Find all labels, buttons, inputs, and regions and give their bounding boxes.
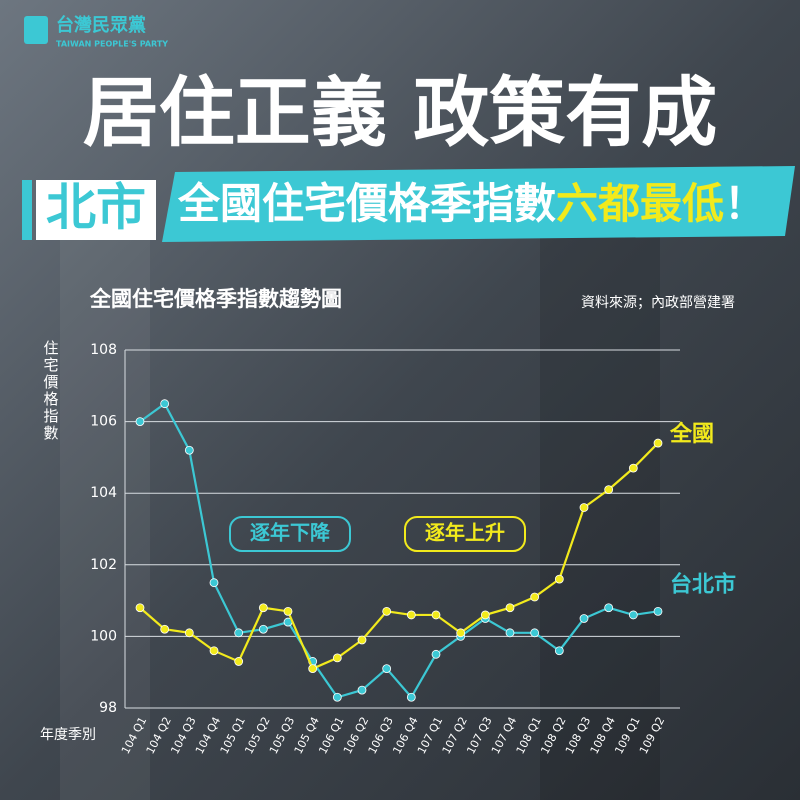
data-point [332,692,342,702]
data-point [530,628,540,638]
data-point [653,606,663,616]
banner: 全國住宅價格季指數六都最低！ [177,179,766,228]
annotation: 逐年上升 [425,521,505,545]
data-point [579,614,589,623]
x-axis-label: 年度季別 [40,727,96,743]
annotation-box [404,516,526,552]
data-point [160,399,170,409]
data-point [382,664,392,674]
data-point [431,610,441,620]
data-point [480,610,490,620]
logo-en: TAIWAN PEOPLE'S PARTY [56,40,168,49]
series-line [139,402,659,700]
banner-end: ！ [724,179,766,228]
data-point [357,635,367,645]
data-point [604,485,614,495]
y-tick-label: 102 [90,557,117,573]
data-point [234,657,244,666]
source: 資料來源；內政部營建署 [581,295,735,311]
tag: 北市 [46,179,146,237]
building-blur [60,240,150,800]
data-point [382,606,392,616]
annotation: 逐年下降 [250,521,331,545]
tag-bar [22,180,32,240]
y-axis-label: 住宅價格指數 [42,340,60,442]
data-point [160,624,170,634]
data-point [456,628,466,638]
data-point [234,628,244,638]
banner-highlight: 六都最低 [556,179,724,228]
y-tick-label: 98 [99,700,117,716]
data-point [554,574,564,584]
data-point [554,646,564,656]
y-tick-label: 104 [90,485,117,501]
building-blur [540,230,660,800]
logo-icon [24,16,48,44]
data-point [332,653,342,663]
headline: 居住正義 政策有成 [83,68,717,157]
tag-bg [36,180,156,240]
data-point [431,649,441,659]
y-tick-label: 100 [90,628,117,644]
data-point [357,685,367,695]
banner-text: 全國住宅價格季指數 [177,179,556,228]
data-point [579,503,589,512]
chart-title: 全國住宅價格季指數趨勢圖 [89,287,342,311]
data-point [135,417,145,427]
data-point [184,628,194,638]
series-label: 全國 [669,421,714,447]
data-point [209,578,219,588]
data-point [135,603,145,613]
banner-bg [162,166,795,242]
data-point [406,692,416,702]
data-point [604,603,614,613]
annotation-box [229,516,351,552]
data-point [653,438,663,448]
y-tick-label: 108 [90,342,117,358]
data-point [258,603,268,613]
data-point [308,664,318,674]
data-point [184,445,194,455]
data-point [628,463,638,473]
series-label: 台北市 [670,571,736,597]
data-point [283,606,293,616]
data-point [258,624,268,634]
data-point [406,610,416,620]
y-tick-label: 106 [90,414,117,430]
logo-name: 台灣民眾黨 [56,14,146,36]
data-point [628,610,638,620]
data-point [209,646,219,656]
data-point [505,603,515,613]
series-line [139,442,659,671]
data-point [505,628,515,638]
data-point [530,592,540,602]
